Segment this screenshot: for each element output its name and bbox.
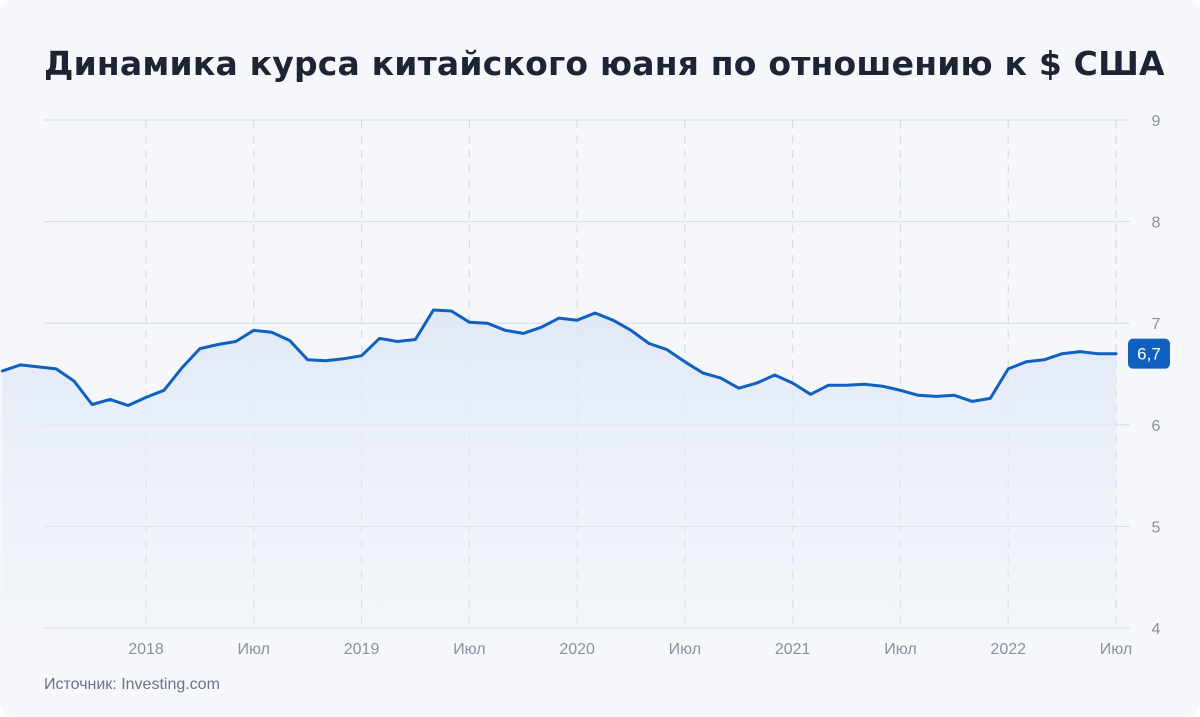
- x-tick-label: 2020: [559, 641, 595, 658]
- x-tick-label: Июл: [884, 641, 916, 658]
- x-tick-label: Июл: [238, 641, 270, 658]
- y-tick-label: 7: [1152, 316, 1161, 333]
- x-tick-label: 2018: [128, 641, 164, 658]
- x-tick-label: Июл: [453, 641, 485, 658]
- y-tick-label: 9: [1152, 113, 1161, 130]
- chart-title: Динамика курса китайского юаня по отноше…: [44, 44, 1165, 83]
- series-line: [0, 308, 1118, 407]
- x-tick-label: Июл: [669, 641, 701, 658]
- last-value-label: 6,7: [1137, 345, 1161, 364]
- y-tick-label: 8: [1152, 215, 1161, 232]
- last-value-badge: [1128, 338, 1170, 369]
- y-tick-label: 4: [1152, 621, 1161, 638]
- source-note: Источник: Investing.com: [44, 676, 220, 693]
- x-tick-label: Июл: [1100, 641, 1132, 658]
- y-tick-label: 5: [1152, 519, 1161, 536]
- series-area: [2, 310, 1116, 628]
- x-tick-label: 2019: [344, 641, 380, 658]
- x-tick-label: 2022: [990, 641, 1026, 658]
- y-tick-label: 6: [1152, 418, 1161, 435]
- x-tick-label: 2021: [775, 641, 811, 658]
